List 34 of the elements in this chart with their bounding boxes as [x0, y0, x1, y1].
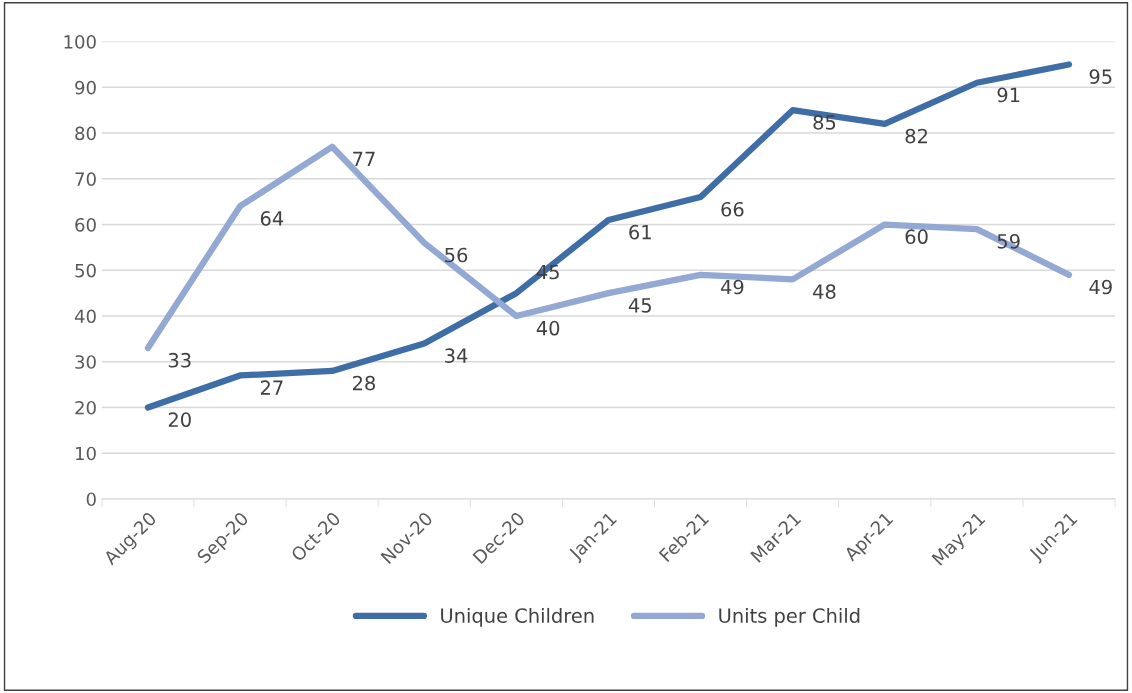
data-label: 77 — [353, 151, 375, 167]
data-label: 59 — [997, 233, 1020, 249]
y-tick-label: 20 — [75, 400, 96, 415]
data-label: 85 — [813, 115, 836, 130]
data-label: 61 — [629, 224, 651, 240]
data-label: 27 — [260, 380, 283, 395]
y-tick-label: 30 — [75, 355, 96, 369]
y-tick-label: 100 — [64, 35, 96, 49]
data-label: 64 — [260, 211, 284, 226]
y-tick-label: 40 — [74, 309, 96, 324]
data-label: 49 — [720, 279, 744, 295]
data-label: 82 — [905, 128, 927, 144]
data-label: 49 — [1089, 279, 1112, 295]
data-label: 95 — [1089, 69, 1112, 84]
data-label: 34 — [445, 348, 468, 363]
y-tick-label: 70 — [75, 172, 96, 186]
data-label: 33 — [168, 352, 191, 368]
y-tick-label: 90 — [75, 80, 96, 95]
data-label: 40 — [536, 320, 560, 336]
legend-label: Units per Child — [719, 607, 860, 627]
data-label: 45 — [628, 298, 651, 313]
data-label: 20 — [168, 412, 191, 428]
legend-label: Unique Children — [441, 607, 594, 627]
data-label: 66 — [721, 201, 744, 217]
data-label: 48 — [813, 284, 836, 299]
data-label: 28 — [353, 375, 375, 391]
y-tick-label: 50 — [75, 263, 96, 278]
data-label: 60 — [905, 229, 928, 245]
y-tick-label: 0 — [86, 492, 96, 507]
y-tick-label: 80 — [75, 126, 96, 141]
data-label: 91 — [997, 87, 1020, 103]
y-tick-label: 10 — [76, 446, 96, 461]
data-label: 56 — [445, 247, 468, 263]
y-tick-label: 60 — [75, 217, 96, 232]
